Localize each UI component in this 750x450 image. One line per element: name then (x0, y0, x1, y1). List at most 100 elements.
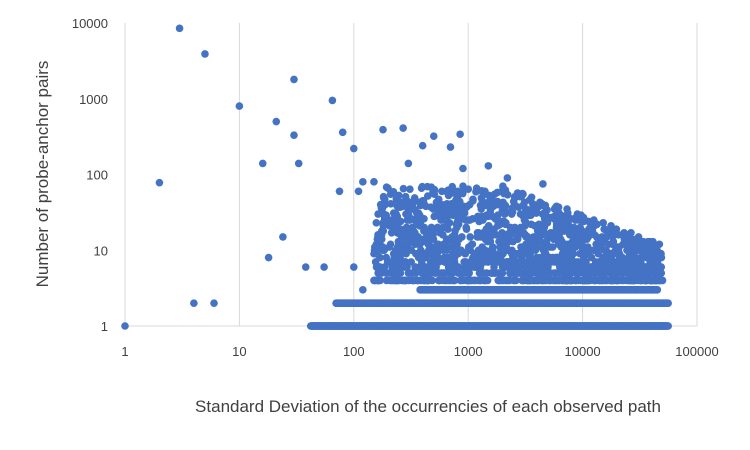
cloud-point-2882 (406, 185, 414, 193)
cloud-point-3127 (658, 276, 667, 285)
cloud-point-3233 (642, 263, 651, 271)
cloud-point-1739 (653, 286, 662, 294)
cloud-point-3190 (474, 258, 482, 266)
cloud-point-3152 (374, 276, 382, 285)
x-tick-label-5: 100000 (675, 344, 718, 359)
data-point-13 (294, 159, 303, 168)
cloud-point-2817 (579, 213, 588, 222)
cloud-point-3192 (456, 202, 464, 211)
cloud-point-3155 (450, 276, 459, 285)
cloud-point-3218 (541, 276, 550, 285)
cloud-point-3220 (448, 211, 457, 220)
cloud-point-2796 (386, 240, 395, 249)
data-point-0 (121, 322, 129, 330)
cloud-point-3221 (519, 201, 527, 210)
data-point-30 (456, 130, 464, 139)
data-point-6 (235, 102, 244, 110)
data-points (121, 24, 672, 330)
cloud-point-3021 (652, 253, 661, 262)
cloud-point-2715 (466, 233, 474, 241)
data-point-20 (350, 263, 358, 271)
cloud-point-3016 (622, 269, 630, 277)
cloud-point-3135 (564, 209, 572, 217)
cloud-point-3117 (552, 223, 561, 232)
cloud-point-3182 (568, 227, 577, 235)
cloud-point-3126 (443, 200, 451, 208)
cloud-point-2669 (636, 243, 645, 251)
cloud-point-2944 (523, 211, 531, 220)
cloud-point-3049 (474, 228, 483, 237)
cloud-point-3032 (511, 263, 520, 271)
cloud-point-3097 (380, 263, 389, 271)
x-tick-label-2: 100 (343, 344, 365, 359)
cloud-point-3154 (488, 246, 496, 255)
cloud-point-2986 (408, 276, 417, 285)
cloud-point-2884 (546, 228, 555, 237)
cloud-point-3153 (652, 276, 661, 285)
cloud-point-2806 (411, 269, 420, 277)
cloud-point-3128 (619, 240, 627, 249)
cloud-point-3146 (546, 243, 554, 251)
cloud-point-3161 (636, 276, 645, 285)
cloud-point-2970 (538, 230, 547, 239)
cloud-point-3129 (466, 258, 475, 266)
cloud-point-3007 (557, 243, 566, 251)
data-point-19 (350, 144, 358, 153)
x-tick-label-3: 1000 (454, 344, 483, 359)
cloud-point-2832 (513, 235, 522, 243)
y-tick-label-0: 1 (101, 319, 108, 334)
cloud-point-3100 (493, 188, 502, 197)
data-point-44 (359, 286, 367, 294)
cloud-point-3036 (406, 230, 415, 239)
cloud-point-3189 (620, 233, 629, 241)
cloud-point-3014 (603, 249, 611, 258)
cloud-point-2862 (501, 207, 510, 215)
cloud-point-3112 (530, 207, 538, 215)
cloud-point-3177 (479, 276, 488, 285)
cloud-point-3089 (401, 192, 410, 201)
cloud-point-3199 (565, 253, 573, 262)
cloud-point-1419 (664, 299, 672, 308)
cloud-point-2925 (574, 230, 582, 239)
cloud-point-2998 (533, 243, 542, 251)
cloud-point-2769 (527, 193, 536, 202)
y-tick-label-2: 100 (86, 168, 108, 183)
cloud-point-3215 (520, 246, 529, 255)
cloud-point-3020 (530, 222, 539, 230)
cloud-point-3229 (652, 269, 661, 277)
cloud-point-3156 (376, 253, 384, 262)
cloud-point-3149 (418, 237, 427, 246)
data-point-28 (429, 132, 438, 141)
cloud-point-3227 (541, 201, 550, 210)
cloud-point-1943 (472, 188, 480, 196)
cloud-point-3185 (556, 253, 565, 262)
data-point-29 (446, 143, 455, 151)
data-point-32 (484, 162, 493, 170)
cloud-point-2932 (417, 184, 426, 192)
cloud-point-3201 (467, 276, 476, 285)
data-point-22 (359, 178, 367, 186)
cloud-point-3210 (651, 263, 659, 271)
cloud-point-2968 (377, 202, 386, 211)
cloud-point-2910 (372, 219, 381, 227)
cloud-point-2807 (432, 263, 440, 271)
cloud-point-3101 (594, 237, 603, 246)
cloud-point-2678 (457, 246, 465, 255)
cloud-point-2916 (494, 200, 502, 209)
cloud-point-2850 (423, 192, 432, 200)
data-point-15 (320, 263, 328, 271)
cloud-point-3109 (560, 227, 569, 235)
cloud-point-3238 (454, 269, 463, 277)
cloud-point-2747 (401, 276, 410, 285)
cloud-point-2681 (506, 269, 514, 277)
cloud-point-3230 (603, 258, 612, 266)
x-tick-label-0: 1 (121, 344, 128, 359)
cloud-point-2610 (444, 225, 452, 233)
data-point-7 (258, 159, 267, 168)
cloud-point-3144 (485, 196, 494, 205)
cloud-point-3039 (568, 237, 577, 246)
cloud-point-3196 (521, 222, 529, 230)
data-point-1 (155, 178, 164, 187)
cloud-point-3219 (606, 276, 614, 285)
data-point-12 (290, 131, 298, 140)
